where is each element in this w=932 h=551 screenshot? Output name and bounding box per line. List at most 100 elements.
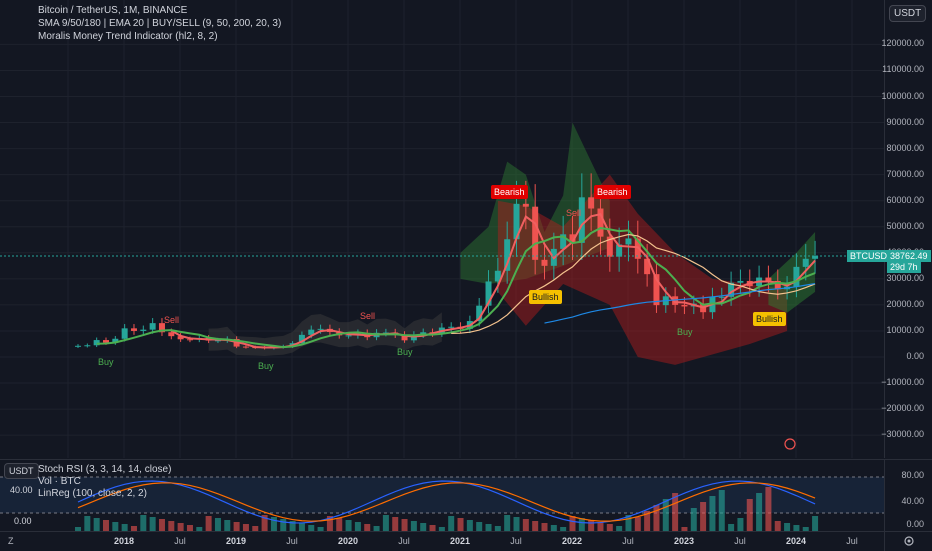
- volume-bar: [205, 516, 212, 531]
- candle-body: [420, 332, 427, 335]
- volume-bar: [298, 523, 305, 531]
- price-label: 10000.00: [886, 324, 924, 335]
- stoch-d-line: [77, 482, 816, 522]
- candle-body: [737, 280, 744, 283]
- candle-body: [121, 328, 128, 339]
- indicator-pane[interactable]: USDT 40.00 0.00 Stoch RSI (3, 3, 14, 14,…: [0, 459, 884, 532]
- candle-body: [494, 270, 501, 282]
- indicator-canvas[interactable]: [0, 460, 884, 532]
- volume-bar: [410, 521, 417, 531]
- volume-bar: [233, 522, 240, 531]
- candle-body: [102, 340, 109, 343]
- volume-bar: [326, 516, 333, 531]
- stoch-rsi-legend[interactable]: Stoch RSI (3, 3, 14, 14, close): [38, 464, 172, 475]
- corner-label: Z: [8, 536, 14, 546]
- time-label: Jul: [734, 536, 746, 546]
- volume-bar: [280, 519, 287, 531]
- candle-body: [168, 332, 175, 337]
- sub-left-scale-label: 40.00: [10, 485, 33, 495]
- volume-bar: [644, 511, 651, 531]
- volume-legend[interactable]: Vol · BTC: [38, 476, 81, 487]
- buy-signal-label: Buy: [397, 347, 413, 357]
- volume-bar: [756, 493, 763, 531]
- main-chart-canvas[interactable]: [0, 0, 884, 458]
- candle-body: [317, 328, 324, 330]
- volume-bar: [149, 517, 156, 531]
- volume-bar: [513, 517, 520, 531]
- time-label: 2018: [113, 536, 135, 546]
- time-label: Jul: [846, 536, 858, 546]
- volume-bar: [793, 525, 800, 531]
- volume-bar: [186, 525, 193, 531]
- candle-body: [522, 203, 529, 207]
- indicator-legend-trend[interactable]: Moralis Money Trend Indicator (hl2, 8, 2…: [38, 31, 218, 42]
- volume-bar: [466, 520, 473, 531]
- candle-body: [672, 296, 679, 305]
- price-label: −10000.00: [881, 377, 924, 388]
- volume-bar: [102, 520, 109, 531]
- volume-bar: [308, 525, 315, 531]
- volume-bar: [485, 524, 492, 531]
- price-axis[interactable]: USDT 120000.00 110000.00 100000.00 90000.00…: [847, 0, 932, 458]
- candle-body: [718, 296, 725, 298]
- volume-bar: [429, 525, 436, 531]
- main-chart-pane[interactable]: Bitcoin / TetherUS, 1M, BINANCE SMA 9/50…: [0, 0, 884, 458]
- volume-bar: [541, 523, 548, 531]
- candle-body: [93, 340, 100, 346]
- time-axis[interactable]: Z 2018 Jul 2019 Jul 2020 Jul 2021 Jul 20…: [0, 531, 884, 551]
- volume-bar: [709, 496, 716, 531]
- candle-body: [485, 281, 492, 306]
- axis-corner[interactable]: [884, 531, 932, 551]
- candle-body: [112, 338, 119, 343]
- volume-bar: [550, 525, 557, 531]
- volume-bar: [802, 527, 809, 531]
- candle-body: [616, 244, 623, 257]
- candle-body: [569, 234, 576, 243]
- candle-body: [774, 280, 781, 290]
- time-label: Jul: [398, 536, 410, 546]
- volume-bar: [75, 527, 81, 531]
- currency-button[interactable]: USDT: [889, 5, 927, 22]
- candle-body: [186, 339, 193, 341]
- candle-body: [401, 334, 408, 341]
- candle-body: [513, 203, 520, 240]
- volume-bar: [140, 515, 147, 531]
- candle-body: [382, 332, 389, 334]
- volume-bar: [289, 521, 296, 531]
- volume-bar: [168, 521, 175, 531]
- linreg-legend[interactable]: LinReg (100, close, 2, 2): [38, 488, 147, 499]
- indicator-legend-sma[interactable]: SMA 9/50/180 | EMA 20 | BUY/SELL (9, 50,…: [38, 18, 282, 29]
- price-label: 20000.00: [886, 298, 924, 309]
- candle-body: [588, 197, 595, 209]
- volume-bar: [158, 519, 165, 531]
- volume-bar: [112, 522, 119, 531]
- volume-bar: [532, 521, 539, 531]
- price-label: 70000.00: [886, 168, 924, 179]
- volume-bar: [382, 515, 389, 531]
- stoch-k-line: [77, 480, 816, 524]
- sub-currency-button[interactable]: USDT: [4, 463, 39, 479]
- candle-body: [578, 197, 585, 243]
- bearish-badge: Bearish: [491, 185, 528, 199]
- volume-bar: [401, 519, 408, 531]
- volume-bar: [569, 516, 576, 531]
- volume-bar: [177, 523, 184, 531]
- volume-bar: [438, 527, 445, 531]
- volume-bar: [317, 527, 324, 531]
- volume-bar: [121, 524, 128, 531]
- settings-gear-icon[interactable]: [885, 532, 932, 551]
- time-label: 2021: [449, 536, 471, 546]
- symbol-legend[interactable]: Bitcoin / TetherUS, 1M, BINANCE: [38, 5, 188, 16]
- current-price-tag: 38762.49: [887, 250, 931, 262]
- indicator-axis[interactable]: 80.00 40.00 0.00: [884, 459, 932, 532]
- candle-body: [606, 236, 613, 257]
- volume-bar: [560, 527, 567, 531]
- price-label: 30000.00: [886, 272, 924, 283]
- candle-body: [177, 336, 184, 340]
- time-label: 2023: [673, 536, 695, 546]
- candle-body: [560, 234, 567, 249]
- candle-body: [625, 238, 632, 245]
- volume-bar: [336, 518, 343, 531]
- price-label: 100000.00: [881, 90, 924, 101]
- candle-body: [541, 259, 548, 266]
